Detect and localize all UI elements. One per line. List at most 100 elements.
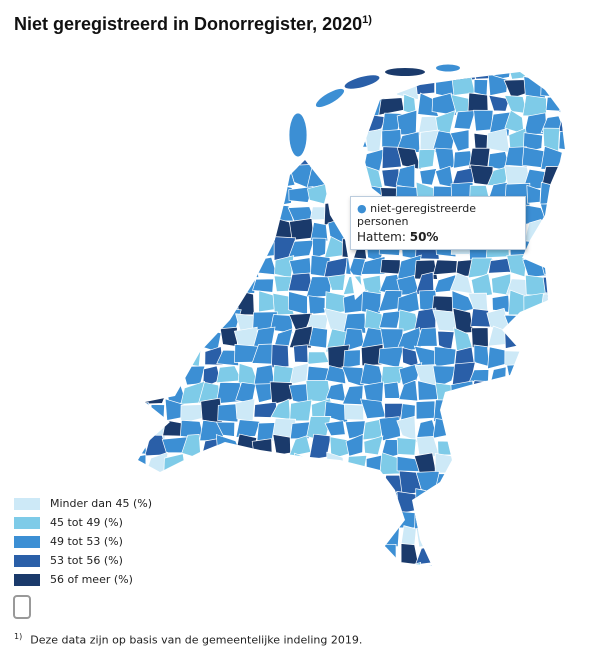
municipality — [144, 384, 170, 405]
legend-label: 45 tot 49 (%) — [50, 516, 123, 529]
municipality — [144, 74, 166, 99]
municipality — [162, 235, 186, 262]
municipality — [343, 349, 361, 369]
municipality — [289, 559, 312, 566]
municipality — [450, 507, 474, 526]
municipality — [185, 152, 200, 166]
municipality — [378, 310, 402, 329]
municipality — [468, 544, 494, 566]
municipality — [439, 544, 454, 566]
municipality — [150, 404, 165, 422]
municipality — [521, 344, 548, 370]
municipality — [200, 256, 220, 281]
municipality — [165, 201, 186, 223]
municipality — [165, 329, 186, 353]
municipality — [523, 362, 548, 385]
municipality — [235, 419, 261, 438]
municipality — [162, 559, 187, 566]
municipality — [506, 363, 530, 382]
municipality — [437, 440, 458, 456]
island — [288, 112, 308, 158]
municipality — [236, 74, 257, 100]
municipality — [527, 72, 543, 79]
municipality — [215, 421, 236, 437]
municipality — [485, 435, 510, 460]
municipality — [216, 528, 239, 550]
municipality — [148, 273, 170, 295]
legend-swatch — [14, 497, 40, 510]
municipality — [325, 365, 347, 385]
municipality — [305, 72, 330, 83]
municipality — [256, 184, 274, 204]
municipality — [488, 257, 512, 274]
municipality — [558, 130, 565, 152]
municipality — [507, 494, 531, 511]
municipality — [504, 505, 524, 532]
municipality — [138, 454, 147, 477]
municipality — [346, 95, 363, 116]
municipality — [342, 385, 364, 405]
municipality — [309, 493, 328, 515]
municipality — [324, 471, 350, 494]
municipality — [378, 543, 397, 565]
municipality — [237, 527, 254, 547]
municipality — [436, 505, 456, 528]
municipality — [138, 115, 151, 136]
municipality — [363, 72, 380, 77]
municipality — [148, 528, 171, 548]
municipality — [504, 526, 526, 549]
municipality — [251, 111, 274, 135]
municipality — [218, 133, 237, 154]
municipality — [235, 455, 259, 477]
municipality — [269, 314, 294, 334]
legend-item: 49 tot 53 (%) — [14, 532, 152, 551]
municipality — [561, 236, 565, 263]
municipality — [197, 222, 223, 240]
municipality — [559, 492, 565, 509]
municipality — [138, 435, 148, 455]
municipality — [197, 113, 219, 137]
municipality — [360, 343, 384, 367]
municipality — [144, 224, 168, 241]
municipality — [138, 361, 153, 388]
municipality — [540, 291, 563, 316]
municipality — [217, 97, 238, 114]
municipality — [235, 398, 256, 423]
municipality — [187, 567, 206, 583]
municipality — [361, 543, 384, 566]
municipality — [560, 202, 565, 222]
municipality — [523, 453, 543, 478]
municipality — [486, 128, 511, 153]
municipality — [143, 345, 168, 367]
municipality — [138, 415, 150, 440]
municipality — [488, 94, 510, 112]
municipality — [138, 131, 146, 152]
municipality — [396, 291, 420, 316]
municipality — [138, 219, 152, 243]
municipality — [521, 400, 544, 423]
municipality — [327, 133, 347, 152]
municipality — [544, 326, 562, 353]
municipality — [342, 128, 368, 149]
municipality — [254, 383, 276, 404]
municipality — [258, 562, 278, 566]
municipality — [289, 218, 315, 241]
municipality — [345, 433, 364, 457]
municipality — [254, 526, 271, 550]
municipality — [323, 200, 347, 226]
municipality — [182, 186, 201, 208]
municipality — [364, 128, 383, 153]
municipality — [198, 565, 221, 566]
municipality — [289, 421, 311, 440]
municipality — [344, 469, 363, 493]
municipality — [472, 457, 490, 475]
municipality — [162, 72, 188, 83]
municipality — [558, 399, 565, 423]
municipality — [557, 166, 565, 185]
municipality — [559, 184, 565, 207]
municipality — [504, 385, 530, 401]
municipality — [505, 404, 530, 423]
municipality — [138, 72, 148, 82]
legend-item: 53 tot 56 (%) — [14, 551, 152, 570]
